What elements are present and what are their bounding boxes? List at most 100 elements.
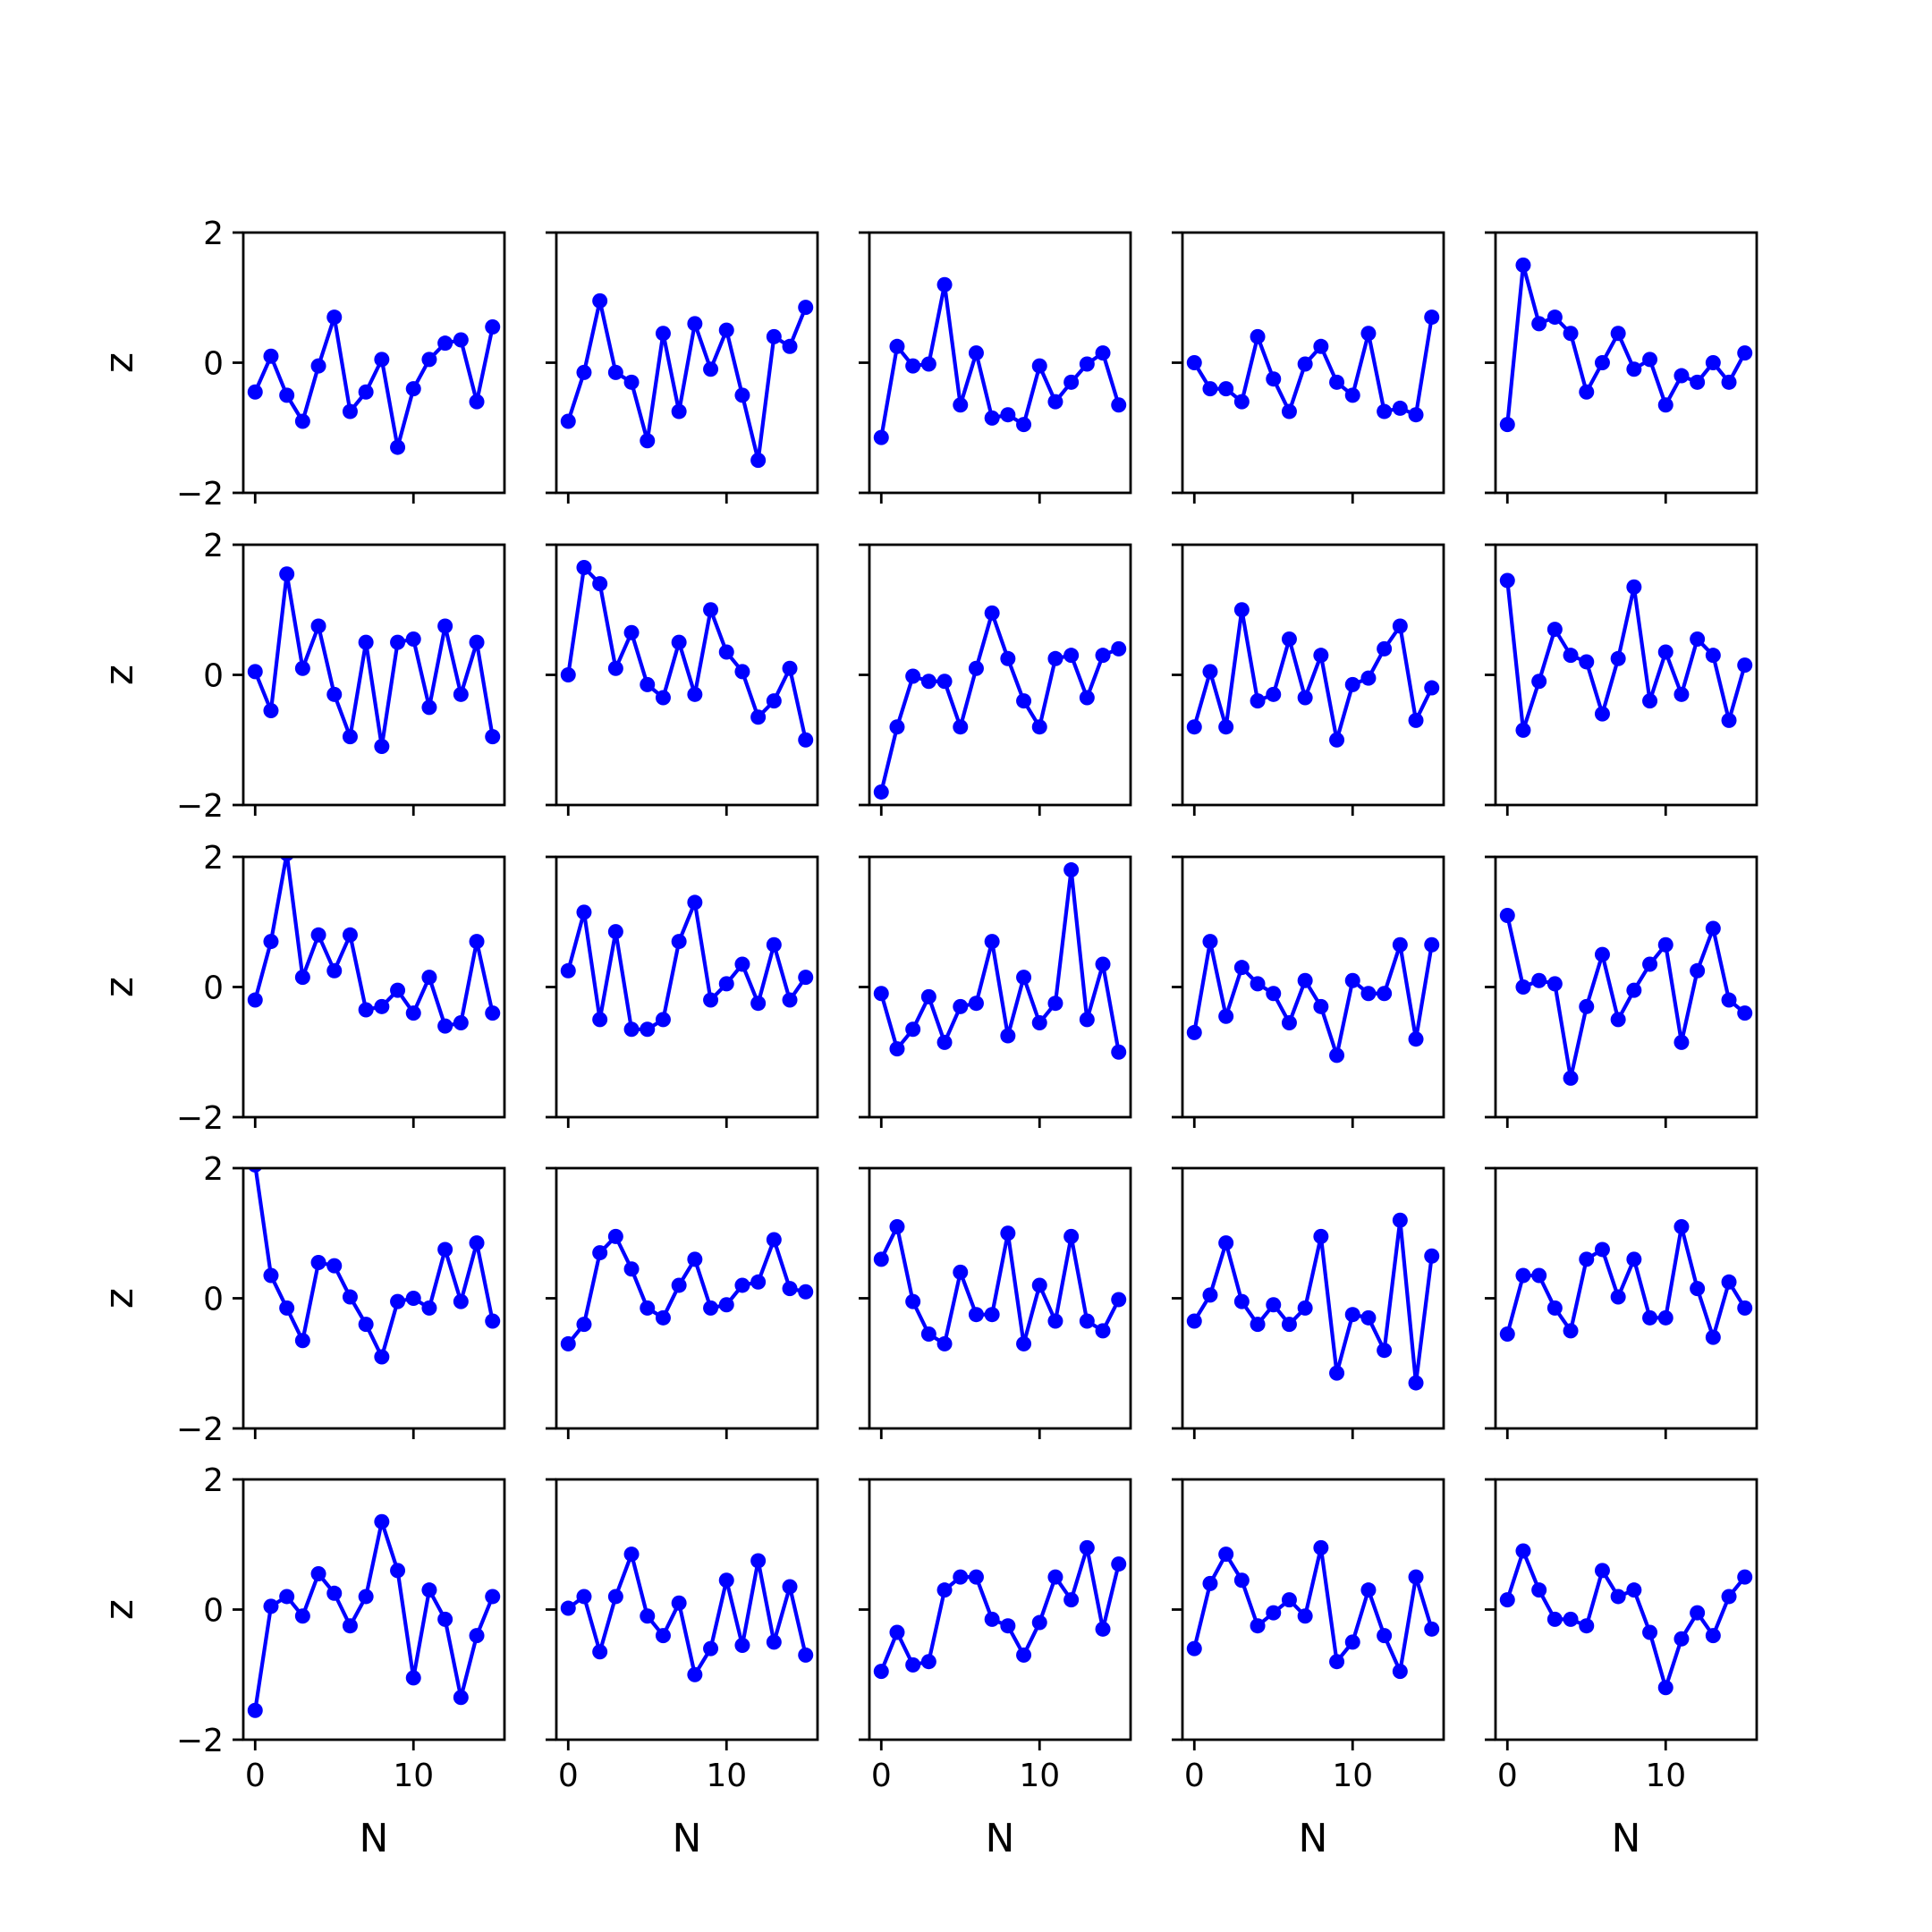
y-tick-label-r2c0-0: 0 [203, 970, 224, 1007]
data-point-r3c1-1 [576, 1317, 592, 1333]
data-point-r4c0-12 [437, 1611, 453, 1627]
plot-area-r1c0 [247, 566, 501, 755]
data-point-r0c2-2 [905, 358, 921, 374]
data-point-r0c3-5 [1266, 371, 1282, 387]
data-point-r4c3-6 [1281, 1592, 1297, 1608]
data-point-r2c1-1 [576, 904, 592, 920]
data-point-r3c3-13 [1392, 1212, 1408, 1228]
data-point-r3c3-1 [1202, 1287, 1218, 1303]
data-point-r2c2-3 [920, 988, 936, 1004]
data-point-r0c2-6 [968, 345, 984, 361]
data-point-r0c2-15 [1111, 397, 1127, 413]
data-point-r2c3-11 [1360, 986, 1377, 1002]
data-point-r0c1-13 [766, 328, 782, 344]
data-point-r1c1-10 [718, 644, 734, 660]
x-tick-label-r4c1-10: 10 [706, 1758, 747, 1794]
data-point-r3c2-7 [984, 1307, 1000, 1323]
data-point-r1c4-0 [1499, 572, 1515, 589]
data-point-r1c1-1 [576, 559, 592, 575]
data-point-r4c4-6 [1594, 1563, 1610, 1579]
data-point-r1c3-13 [1392, 618, 1408, 634]
data-point-r0c4-10 [1657, 397, 1674, 413]
plot-area-r3c2 [873, 1218, 1127, 1352]
data-point-r2c0-10 [405, 1005, 421, 1021]
data-point-r0c2-9 [1016, 417, 1032, 433]
data-point-r1c1-8 [687, 686, 703, 702]
plot-area-r0c3 [1186, 309, 1440, 423]
subplot-r2c1 [546, 855, 819, 1128]
data-point-r3c2-1 [889, 1218, 905, 1234]
data-point-r2c1-12 [750, 996, 767, 1012]
data-point-r4c2-1 [889, 1624, 905, 1640]
data-point-r1c4-14 [1721, 712, 1737, 728]
data-point-r0c2-12 [1063, 374, 1080, 390]
data-point-r1c2-4 [936, 674, 953, 690]
data-point-r4c4-14 [1721, 1589, 1737, 1605]
data-point-r2c3-13 [1392, 936, 1408, 953]
data-point-r4c4-2 [1531, 1582, 1547, 1598]
data-point-r3c0-5 [326, 1258, 343, 1274]
data-point-r2c1-15 [798, 970, 814, 986]
data-point-r2c2-15 [1111, 1044, 1127, 1060]
data-point-r1c0-0 [247, 664, 263, 680]
data-point-r0c1-11 [734, 387, 750, 403]
data-point-r1c3-0 [1186, 719, 1202, 735]
data-point-r2c0-14 [469, 934, 485, 950]
data-point-r2c3-4 [1250, 976, 1266, 992]
data-point-r3c1-4 [623, 1261, 640, 1277]
data-point-r2c4-5 [1579, 998, 1595, 1014]
data-point-r1c4-11 [1674, 686, 1690, 702]
y-axis-label-r4c0: z [97, 1599, 142, 1620]
data-point-r0c3-1 [1202, 381, 1218, 397]
data-point-r3c2-4 [936, 1335, 953, 1352]
data-point-r0c3-7 [1297, 356, 1313, 372]
data-point-r2c1-9 [703, 992, 719, 1008]
data-point-r2c3-1 [1202, 934, 1218, 950]
data-point-r3c0-8 [374, 1349, 390, 1365]
data-point-r0c4-5 [1579, 384, 1595, 400]
data-point-r2c3-8 [1313, 998, 1329, 1014]
data-point-r2c1-14 [782, 992, 798, 1008]
subplot-r2c0: −2 0 2 z [97, 840, 506, 1137]
data-point-r0c1-10 [718, 322, 734, 338]
subplot-r4c3: 0 10N [1172, 1478, 1445, 1861]
data-point-r2c2-6 [968, 996, 984, 1012]
y-axis-label-r1c0: z [97, 665, 142, 685]
series-line-r2c1 [565, 900, 809, 1031]
data-point-r0c4-1 [1515, 257, 1531, 273]
data-point-r4c1-4 [623, 1546, 640, 1563]
data-point-r2c4-2 [1531, 972, 1547, 988]
x-tick-label-r4c4-10: 10 [1645, 1758, 1686, 1794]
data-point-r3c1-14 [782, 1281, 798, 1297]
data-point-r1c4-3 [1546, 622, 1563, 638]
series-line-r1c1 [565, 565, 809, 742]
data-point-r1c4-5 [1579, 654, 1595, 670]
data-point-r1c4-7 [1610, 650, 1626, 666]
data-point-r1c2-14 [1095, 648, 1111, 664]
plot-area-r1c4 [1499, 572, 1753, 738]
subplot-r1c3 [1172, 543, 1445, 816]
plot-area-r4c1 [560, 1546, 814, 1682]
data-point-r4c2-5 [953, 1569, 969, 1585]
data-point-r3c4-6 [1594, 1241, 1610, 1258]
data-point-r0c0-13 [453, 332, 469, 348]
data-point-r3c2-11 [1047, 1313, 1063, 1329]
data-point-r4c4-1 [1515, 1543, 1531, 1559]
data-point-r1c0-3 [294, 660, 310, 676]
data-point-r1c1-11 [734, 664, 750, 680]
data-point-r2c2-0 [873, 986, 889, 1002]
data-point-r3c1-13 [766, 1232, 782, 1248]
data-point-r2c4-10 [1657, 936, 1674, 953]
data-point-r1c1-12 [750, 709, 767, 725]
data-point-r4c0-6 [342, 1618, 358, 1634]
data-point-r4c1-13 [766, 1634, 782, 1650]
data-point-r1c0-4 [310, 618, 326, 634]
data-point-r2c3-2 [1218, 1008, 1234, 1024]
series-line-r2c4 [1504, 912, 1748, 1080]
data-point-r3c1-5 [640, 1300, 656, 1316]
data-point-r2c3-9 [1329, 1047, 1345, 1063]
x-axis-label-r4c1: N [673, 1816, 702, 1861]
data-point-r1c3-10 [1344, 676, 1360, 692]
data-point-r3c2-15 [1111, 1292, 1127, 1308]
